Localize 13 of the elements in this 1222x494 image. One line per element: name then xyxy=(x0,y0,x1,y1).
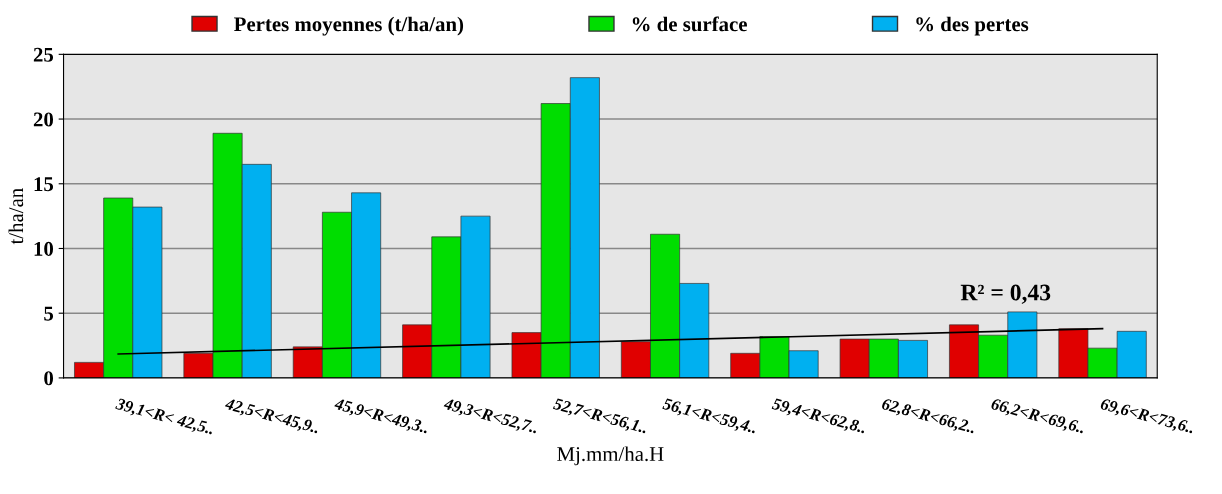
y-axis-title: t/ha/an xyxy=(8,188,24,245)
y-tick-label: 25 xyxy=(33,47,54,62)
annotation: R² = 0,43 xyxy=(960,284,1051,304)
legend-label: Pertes moyennes (t/ha/an) xyxy=(234,16,464,36)
y-tick-label: 0 xyxy=(44,371,54,386)
x-axis-title: Mj.mm/ha.H xyxy=(557,446,664,466)
y-tick-label: 15 xyxy=(34,177,54,192)
y-tick-label: 5 xyxy=(44,306,54,321)
x-tick-label: 39,1<R< 42,5.. xyxy=(114,397,215,437)
y-tick-label: 10 xyxy=(34,241,54,256)
y-tick-label: 20 xyxy=(33,112,54,127)
legend-label: % de surface xyxy=(632,16,747,32)
legend-label: % des pertes xyxy=(916,16,1029,36)
